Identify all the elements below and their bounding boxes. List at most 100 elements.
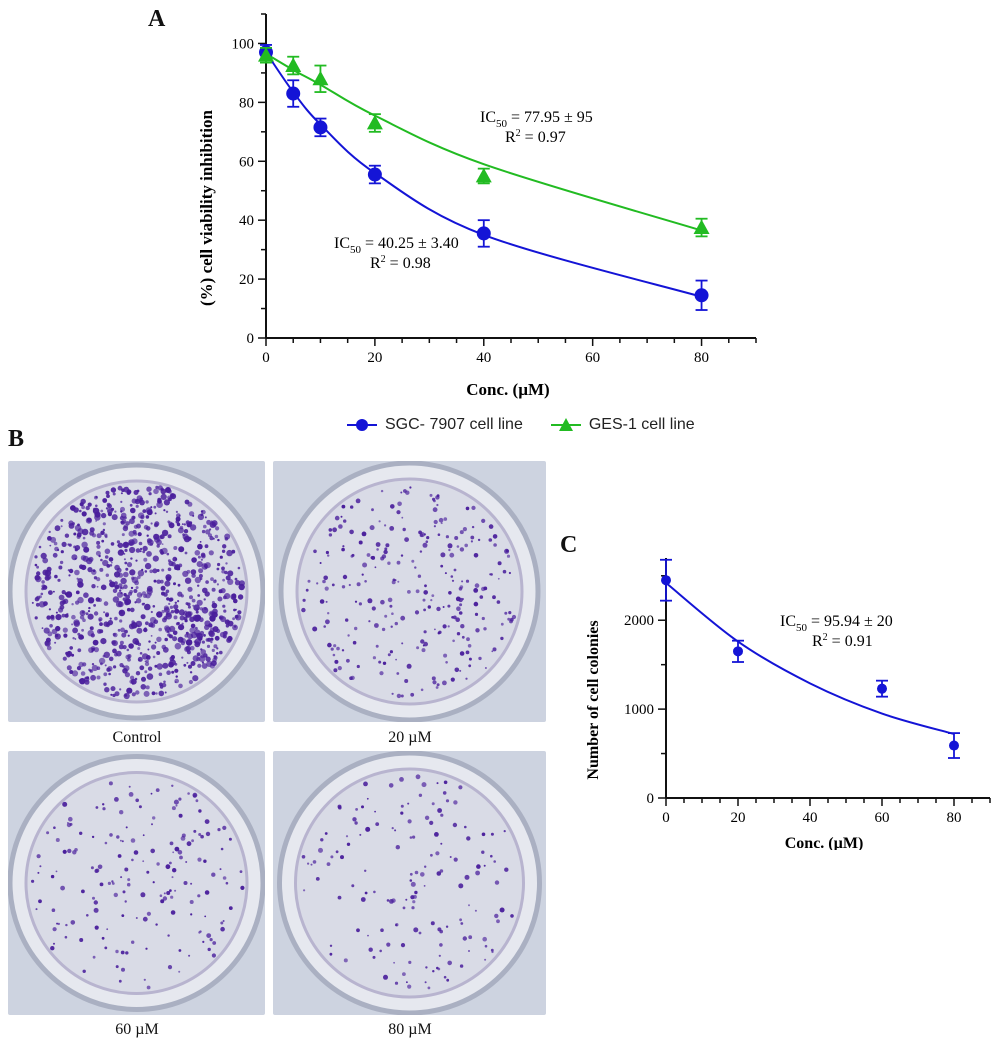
colony-dot [452, 822, 458, 828]
colony-dot [138, 805, 142, 809]
colony-dot [91, 664, 98, 672]
colony-dot [208, 550, 214, 556]
colony-dot [142, 509, 147, 513]
colony-dot [79, 502, 84, 507]
colony-dot [79, 678, 86, 685]
colony-dot [188, 954, 191, 957]
colony-dot [190, 913, 193, 916]
colony-dot [319, 599, 325, 604]
colony-dot [194, 641, 201, 648]
colony-dot [436, 782, 439, 785]
colony-dot [135, 598, 142, 604]
colony-dot [103, 601, 109, 606]
plate-drawing [273, 461, 546, 722]
colony-dot [338, 524, 343, 529]
colony-dot [165, 611, 172, 618]
colony-dot [58, 565, 63, 570]
colony-dot [422, 598, 426, 602]
colony-dot [131, 515, 136, 520]
colony-dot [112, 648, 117, 654]
colony-dot [165, 589, 170, 594]
colony-dot [181, 833, 186, 838]
colony-dot [438, 517, 444, 523]
colony-dot [191, 598, 196, 603]
colony-dot [97, 864, 103, 870]
colony-dot [144, 670, 148, 674]
colony-dot [53, 826, 56, 829]
colony-dot [185, 520, 190, 525]
colony-dot [437, 533, 441, 536]
colony-dot [144, 570, 148, 573]
colony-dot [490, 948, 494, 952]
colony-dot [122, 665, 125, 668]
colony-dot [474, 909, 477, 912]
colony-dot [205, 580, 209, 584]
colony-dot [395, 658, 397, 661]
colony-dot [176, 513, 181, 518]
colony-dot [100, 558, 103, 562]
colony-dot [31, 879, 35, 883]
colony-dot [391, 827, 394, 830]
colony-dot [199, 577, 203, 581]
colony-dot [450, 575, 454, 578]
colony-dot [203, 524, 207, 529]
colony-dot [222, 604, 226, 608]
colony-dot [239, 870, 243, 873]
colony-dot [62, 656, 67, 661]
colony-dot [135, 504, 139, 508]
colony-dot [466, 637, 470, 642]
colony-dot [508, 611, 512, 615]
colony-dot [391, 580, 396, 585]
colony-dot [146, 551, 152, 557]
colony-dot [171, 876, 174, 879]
colony-dot [156, 579, 161, 584]
colony-dot [170, 493, 175, 498]
x-tick-label: 0 [662, 810, 670, 826]
colony-dot [452, 639, 455, 643]
colony-dot [197, 857, 202, 862]
colony-dot [94, 514, 101, 521]
colony-dot [481, 616, 485, 621]
colony-dot [204, 624, 210, 630]
colony-dot [216, 647, 219, 650]
colony-dot [490, 854, 493, 858]
colony-dot [103, 682, 107, 686]
colony-dot [91, 835, 95, 839]
colony-dot [183, 523, 186, 526]
colony-dot [499, 907, 505, 913]
colony-dot [396, 560, 401, 565]
colony-dot [327, 612, 330, 615]
colony-dot [222, 544, 227, 549]
colony-dot [127, 654, 132, 659]
colony-dot [459, 964, 464, 968]
colony-dot [443, 780, 448, 785]
colony-dot [96, 585, 99, 588]
colony-dot [456, 606, 461, 611]
colony-dot [187, 605, 191, 609]
colony-dot [384, 614, 388, 618]
colony-dot [484, 944, 488, 948]
panel-letter-c: C [560, 532, 578, 558]
colony-dot [435, 686, 439, 689]
colony-dot [155, 788, 160, 792]
chart-a-ges-r2: R2 = 0.97 [505, 128, 566, 146]
colony-dot [217, 562, 221, 567]
colony-dot [237, 594, 244, 600]
colony-dot [415, 774, 421, 780]
colony-dot [204, 562, 211, 569]
colony-dot [222, 578, 226, 582]
legend-ges-label: GES-1 cell line [588, 416, 695, 433]
colony-dot [99, 622, 103, 626]
colony-dot [475, 628, 480, 633]
colony-dot [368, 947, 373, 952]
colony-dot [216, 628, 221, 634]
colony-dot [108, 672, 111, 676]
colony-dot [198, 655, 206, 662]
colony-dot [313, 549, 317, 554]
colony-dot [174, 678, 179, 684]
colony-dot [176, 522, 181, 527]
colony-dot [90, 866, 94, 870]
colony-dot [94, 925, 99, 930]
colony-dot [197, 513, 205, 521]
colony-dot [454, 667, 460, 673]
